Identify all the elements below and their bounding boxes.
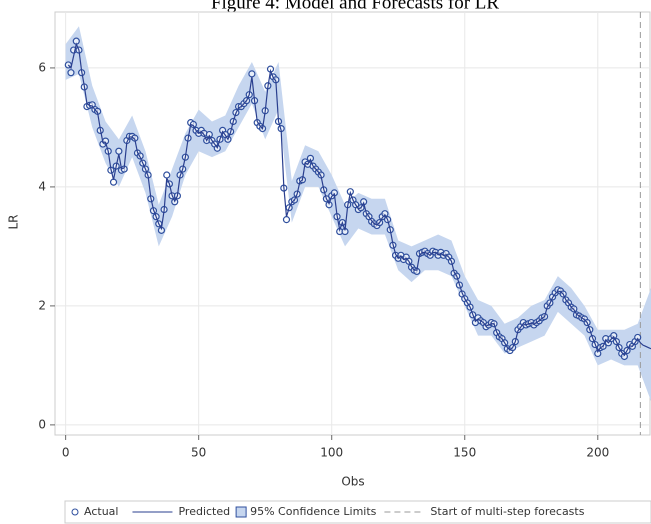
y-tick-label: 2 <box>38 298 46 312</box>
legend-frame <box>64 500 651 524</box>
data-point <box>67 69 75 77</box>
legend-swatch <box>235 506 247 518</box>
plot-frame <box>54 11 651 436</box>
data-point <box>381 210 389 218</box>
legend-label: Start of multi-step forecasts <box>430 505 584 518</box>
data-point <box>610 332 618 340</box>
x-axis-label: Obs <box>341 475 364 489</box>
data-point <box>109 178 118 186</box>
x-tick-label: 150 <box>453 446 476 460</box>
data-point <box>620 352 628 361</box>
legend-label: 95% Confidence Limits <box>250 505 377 518</box>
data-point <box>248 70 256 78</box>
x-tick-label: 50 <box>191 446 206 460</box>
confidence-band <box>65 26 651 402</box>
y-tick-label: 0 <box>38 417 46 431</box>
predicted-line <box>67 42 651 357</box>
y-tick-label: 4 <box>38 179 46 193</box>
chart-title: Figure 4: Model and Forecasts for LR <box>211 0 499 13</box>
data-point <box>115 147 123 155</box>
x-tick-label: 100 <box>320 446 343 460</box>
x-tick-label: 200 <box>586 446 609 460</box>
y-axis-label: LR <box>7 214 21 229</box>
x-tick-label: 0 <box>62 446 70 460</box>
legend-marker <box>71 508 79 516</box>
data-point <box>634 333 642 342</box>
data-point <box>282 216 291 224</box>
legend-label: Actual <box>84 505 118 518</box>
legend-label: Predicted <box>178 505 230 518</box>
data-point <box>163 171 171 179</box>
y-tick-label: 6 <box>38 60 46 74</box>
